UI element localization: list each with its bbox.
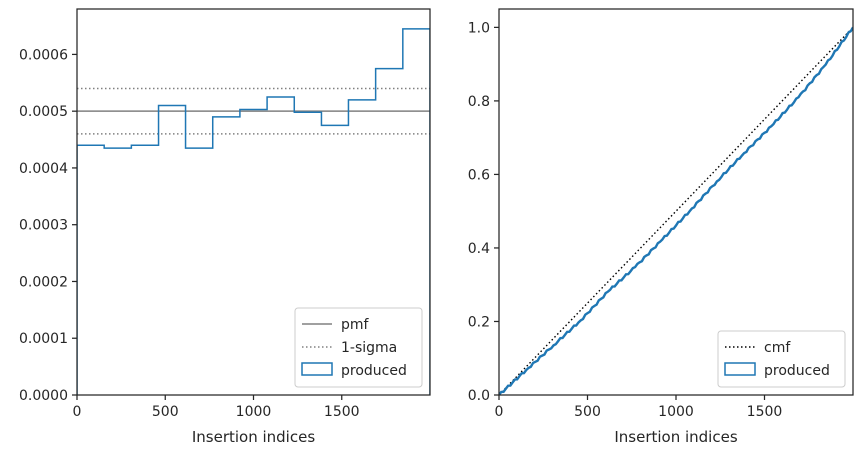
chart-0-y-tick-label: 0.0000 <box>19 388 68 404</box>
chart-0-x-axis-label: Insertion indices <box>192 428 315 446</box>
cmf-line-panel: 0 500 1000 1500 0.0 0.2 0.4 0.6 0.8 1.0 Insertion … <box>468 8 854 446</box>
chart-0-y-tick-label: 0.0006 <box>19 47 68 63</box>
chart-0-legend-label-1-sigma: 1-sigma <box>341 340 397 356</box>
chart-0-y-tick-label: 0.0001 <box>19 331 68 347</box>
chart-0-x-tick-label: 1000 <box>236 404 272 420</box>
chart-1-x-tick-label: 1500 <box>747 404 783 420</box>
chart-1-x-tick-label: 1000 <box>658 404 694 420</box>
chart-1-x-tick-label: 0 <box>495 404 504 420</box>
chart-0-legend-handle-produced <box>301 362 333 376</box>
chart-1-y-tick-label: 0.2 <box>468 314 490 330</box>
chart-1-y-tick-label: 0.6 <box>468 167 490 183</box>
pmf-histogram-panel: 0 500 1000 1500 0.0000 0.0001 0.0002 0.0003 0.00… <box>19 8 431 446</box>
chart-1-y-tick-label: 0.0 <box>468 388 490 404</box>
chart-0-y-tick-label: 0.0003 <box>19 218 68 234</box>
chart-1-x-axis-label: Insertion indices <box>614 428 737 446</box>
chart-0-y-tick-label: 0.0004 <box>19 161 68 177</box>
chart-1-plot-area <box>499 26 853 395</box>
chart-0-legend-box <box>294 307 423 388</box>
chart-0-x-tick-label: 1500 <box>324 404 360 420</box>
chart-1-series-cmf <box>499 26 853 395</box>
chart-1-legend: cmf produced <box>717 330 846 388</box>
chart-0-y-tick-label: 0.0002 <box>19 274 68 290</box>
chart-0-x-tick-label: 500 <box>152 404 179 420</box>
chart-0-x-tick-label: 0 <box>73 404 82 420</box>
chart-0-series-produced <box>77 28 430 395</box>
chart-1-y-tick-label: 0.4 <box>468 241 490 257</box>
chart-0-plot-area <box>77 28 430 395</box>
chart-1-legend-label-produced: produced <box>764 363 830 379</box>
chart-1-legend-box <box>717 330 846 388</box>
chart-0-legend-label-pmf: pmf <box>341 317 370 333</box>
chart-1-legend-handle-produced <box>724 362 756 376</box>
chart-1-legend-label-cmf: cmf <box>764 340 791 356</box>
chart-0-legend: pmf 1-sigma produced <box>294 307 423 388</box>
chart-1-y-tick-label: 1.0 <box>468 20 490 36</box>
chart-0-legend-label-produced: produced <box>341 363 407 379</box>
chart-0-y-tick-label: 0.0005 <box>19 104 68 120</box>
chart-1-y-tick-label: 0.8 <box>468 94 490 110</box>
chart-1-x-tick-label: 500 <box>574 404 601 420</box>
chart-1-series-produced <box>499 26 853 395</box>
